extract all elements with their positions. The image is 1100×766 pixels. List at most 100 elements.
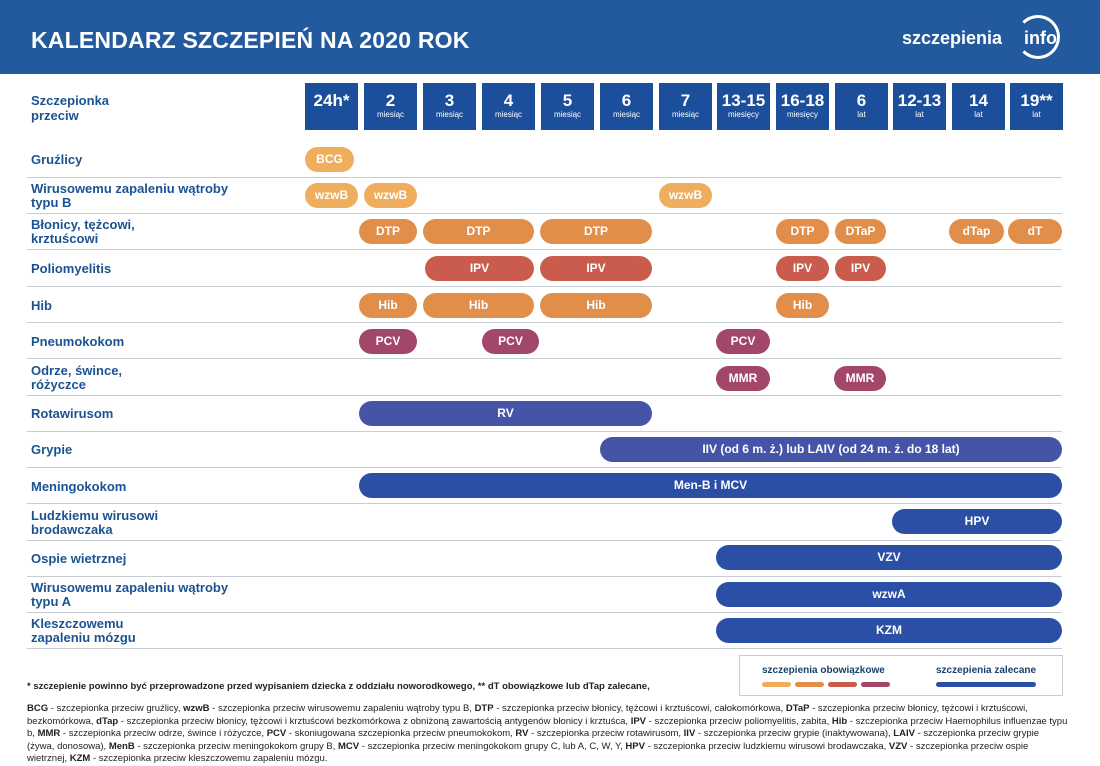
age-unit: miesięcy xyxy=(727,110,760,119)
age-unit: miesiąc xyxy=(494,110,523,119)
vaccine-pill-pcv: PCV xyxy=(482,329,539,354)
legend-mandatory-label: szczepienia obowiązkowe xyxy=(762,665,885,676)
age-column-14y: 14 lat xyxy=(952,83,1005,130)
glossary-abbreviation: dTap xyxy=(96,715,119,727)
age-unit: lat xyxy=(974,110,983,119)
row-divider xyxy=(27,249,1062,250)
glossary-description: - szczepionka przeciw meningokokom grupy… xyxy=(359,740,626,752)
logo-suffix: info xyxy=(1024,28,1057,48)
row-label-pneumococcus: Pneumokokom xyxy=(31,334,125,349)
glossary-abbreviation: MenB xyxy=(108,740,135,752)
glossary-description: - szczepionka przeciw poliomyelitis, zab… xyxy=(646,715,832,727)
vaccine-pill-bcg: BCG xyxy=(305,147,354,172)
vaccine-pill-dtp: DTP xyxy=(540,219,652,244)
age-number: 19** xyxy=(1020,91,1053,110)
age-unit: miesiąc xyxy=(553,110,582,119)
age-column-5m: 5 miesiąc xyxy=(541,83,594,130)
row-divider xyxy=(27,648,1062,649)
glossary-abbreviation: HPV xyxy=(625,740,645,752)
glossary-abbreviation: IIV xyxy=(683,728,696,739)
logo-text: szczepienia xyxy=(902,28,1003,48)
glossary-description: - szczepionka przeciw ospie wietrznej, xyxy=(27,740,1029,765)
glossary-abbreviation: VZV xyxy=(888,740,908,752)
glossary-description: - szczepionka przeciw gruźlicy, xyxy=(48,703,184,714)
vaccine-pill-dtap-reduced: dTap xyxy=(949,219,1004,244)
age-column-24h: 24h* xyxy=(305,83,358,130)
vaccine-pill-hib: Hib xyxy=(423,293,534,318)
row-divider xyxy=(27,431,1062,432)
vaccine-pill-dt: dT xyxy=(1008,219,1062,244)
vaccine-pill-wzwb: wzwB xyxy=(364,183,417,208)
row-divider xyxy=(27,576,1062,577)
vaccine-pill-hib: Hib xyxy=(540,293,652,318)
row-label-hib: Hib xyxy=(31,298,52,313)
vaccine-pill-dtap: DTaP xyxy=(835,219,886,244)
age-unit: lat xyxy=(857,110,866,119)
age-number: 14 xyxy=(969,91,988,110)
row-divider xyxy=(27,322,1062,323)
legend: szczepienia obowiązkowe szczepienia zale… xyxy=(739,655,1063,696)
row-label-hepatitis-a: Wirusowemu zapaleniu wątroby typu A xyxy=(31,580,229,609)
row-label-hepatitis-b: Wirusowemu zapaleniu wątroby typu B xyxy=(31,181,229,210)
glossary-description: - szczepionka przeciw wirusowemu zapalen… xyxy=(209,703,475,714)
vaccine-pill-hib: Hib xyxy=(776,293,829,318)
legend-recommended-label: szczepienia zalecane xyxy=(936,665,1037,676)
vaccine-pill-kzm: KZM xyxy=(716,618,1062,643)
legend-swatch-orange xyxy=(795,682,824,687)
age-column-4m: 4 miesiąc xyxy=(482,83,535,130)
glossary-abbreviation: DTP xyxy=(474,703,494,714)
row-label-rotavirus: Rotawirusom xyxy=(31,406,114,421)
vaccine-pill-wzwb: wzwB xyxy=(659,183,712,208)
age-number: 3 xyxy=(444,91,455,110)
row-label-diphtheria-tetanus-pertussis: Błonicy, tężcowi, krztuścowi xyxy=(31,217,135,246)
vaccine-pill-pcv: PCV xyxy=(359,329,417,354)
vaccine-pill-rv: RV xyxy=(359,401,652,426)
vaccine-pill-pcv: PCV xyxy=(716,329,770,354)
age-column-6m: 6 miesiąc xyxy=(600,83,653,130)
age-column-13-15m: 13-15 miesięcy xyxy=(717,83,770,130)
vaccine-pill-meningococcal: Men-B i MCV xyxy=(359,473,1062,498)
age-number: 24h* xyxy=(313,91,350,110)
glossary-abbreviation: PCV xyxy=(266,728,287,739)
page-title: KALENDARZ SZCZEPIEŃ NA 2020 ROK xyxy=(31,27,470,53)
vaccine-pill-ipv: IPV xyxy=(540,256,652,281)
glossary-abbreviation: KZM xyxy=(69,753,91,764)
age-number: 4 xyxy=(503,91,514,110)
row-divider xyxy=(27,213,1062,214)
vaccine-pill-influenza: IIV (od 6 m. ż.) lub LAIV (od 24 m. ż. d… xyxy=(600,437,1062,462)
row-label-chickenpox: Ospie wietrznej xyxy=(31,551,127,566)
footnote: * szczepienie powinno być przeprowadzone… xyxy=(27,681,650,692)
glossary-description: - szczepionka przeciw ludzkiemu wirusowi… xyxy=(644,740,889,752)
row-divider xyxy=(27,503,1062,504)
abbreviation-glossary: BCG - szczepionka przeciw gruźlicy, wzwB… xyxy=(27,703,1069,766)
glossary-abbreviation: wzwB xyxy=(183,703,210,714)
glossary-description: - szczepionka przeciw odrze, śwince i ró… xyxy=(60,728,267,739)
age-number: 6 xyxy=(856,91,867,110)
row-divider xyxy=(27,540,1062,541)
age-number: 2 xyxy=(385,91,396,110)
glossary-abbreviation: Hib xyxy=(831,715,848,727)
row-label-mmr: Odrze, śwince, różyczce xyxy=(31,363,123,392)
row-label-polio: Poliomyelitis xyxy=(31,261,112,276)
age-number: 5 xyxy=(562,91,573,110)
legend-swatch-plum xyxy=(861,682,890,687)
row-divider xyxy=(27,467,1062,468)
row-divider xyxy=(27,612,1062,613)
row-label-influenza: Grypie xyxy=(31,442,73,457)
row-label-tick-borne-encephalitis: Kleszczowemu zapaleniu mózgu xyxy=(31,616,136,645)
age-column-12-13y: 12-13 lat xyxy=(893,83,946,130)
vaccine-pill-dtp: DTP xyxy=(776,219,829,244)
vaccine-pill-mmr: MMR xyxy=(716,366,770,391)
legend-swatch-red xyxy=(828,682,857,687)
glossary-description: - szczepionka przeciw kleszczowemu zapal… xyxy=(90,753,328,764)
age-column-6y: 6 lat xyxy=(835,83,888,130)
glossary-description: - szczepionka przeciw grypie (żywa, dono… xyxy=(27,728,1040,752)
glossary-description: - skoniugowana szczepionka przeciw pneum… xyxy=(286,728,516,739)
glossary-abbreviation: MMR xyxy=(37,728,61,739)
age-column-7m: 7 miesiąc xyxy=(659,83,712,130)
age-unit: lat xyxy=(1032,110,1041,119)
vaccine-pill-wzwa: wzwA xyxy=(716,582,1062,607)
glossary-description: - szczepionka przeciw błonicy, tężcowi i… xyxy=(493,703,786,714)
vaccine-pill-mmr: MMR xyxy=(834,366,886,391)
vaccine-pill-vzv: VZV xyxy=(716,545,1062,570)
